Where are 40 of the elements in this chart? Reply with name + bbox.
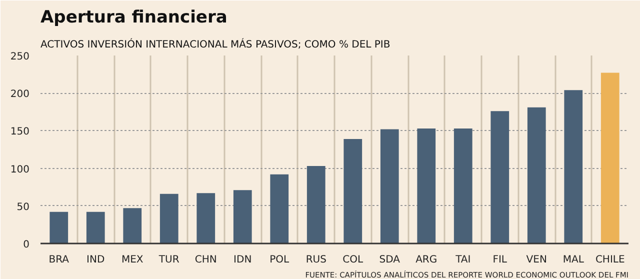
x-tick-label: TUR xyxy=(158,254,180,266)
y-tick-label: 100 xyxy=(10,164,30,176)
x-tick-label: RUS xyxy=(306,254,326,266)
chart-subtitle: ACTIVOS INVERSIÓN INTERNACIONAL MÁS PASIVOS; COMO % DEL PIB xyxy=(40,38,390,50)
x-tick-label: CHILE xyxy=(595,254,625,266)
chart-title: Apertura financiera xyxy=(40,8,228,28)
bar xyxy=(86,212,105,244)
x-tick-label: BRA xyxy=(48,254,70,266)
x-tick-label: COL xyxy=(342,254,364,266)
bar xyxy=(160,194,178,244)
x-tick-label: SDA xyxy=(379,254,400,266)
x-tick-label: IND xyxy=(86,254,105,266)
y-tick-label: 50 xyxy=(16,202,30,213)
x-tick-label: MAL xyxy=(562,254,584,266)
bar xyxy=(50,212,68,244)
x-tick-label: IDN xyxy=(234,254,252,266)
bar xyxy=(490,111,510,244)
y-tick-label: 150 xyxy=(10,126,30,138)
bar xyxy=(123,208,142,244)
y-tick-label: 0 xyxy=(23,240,30,250)
bar xyxy=(564,90,583,244)
bar xyxy=(344,138,362,244)
x-tick-label: TAI xyxy=(454,254,471,266)
x-tick-label: POL xyxy=(270,254,290,266)
bar xyxy=(306,166,326,244)
x-tick-label: FIL xyxy=(492,254,508,266)
bar xyxy=(527,107,546,244)
bar xyxy=(417,128,436,244)
x-tick-label: ARG xyxy=(416,254,438,266)
y-tick-label: 200 xyxy=(10,89,30,100)
bar xyxy=(454,128,472,244)
y-tick-label: 250 xyxy=(10,52,30,62)
bar xyxy=(270,174,289,244)
bar xyxy=(196,193,216,244)
x-tick-label: MEX xyxy=(121,254,144,266)
x-tick-label: VEN xyxy=(526,254,547,266)
bar xyxy=(600,72,620,244)
bar xyxy=(380,129,399,244)
bar xyxy=(233,190,252,244)
x-tick-label: CHN xyxy=(194,254,217,266)
